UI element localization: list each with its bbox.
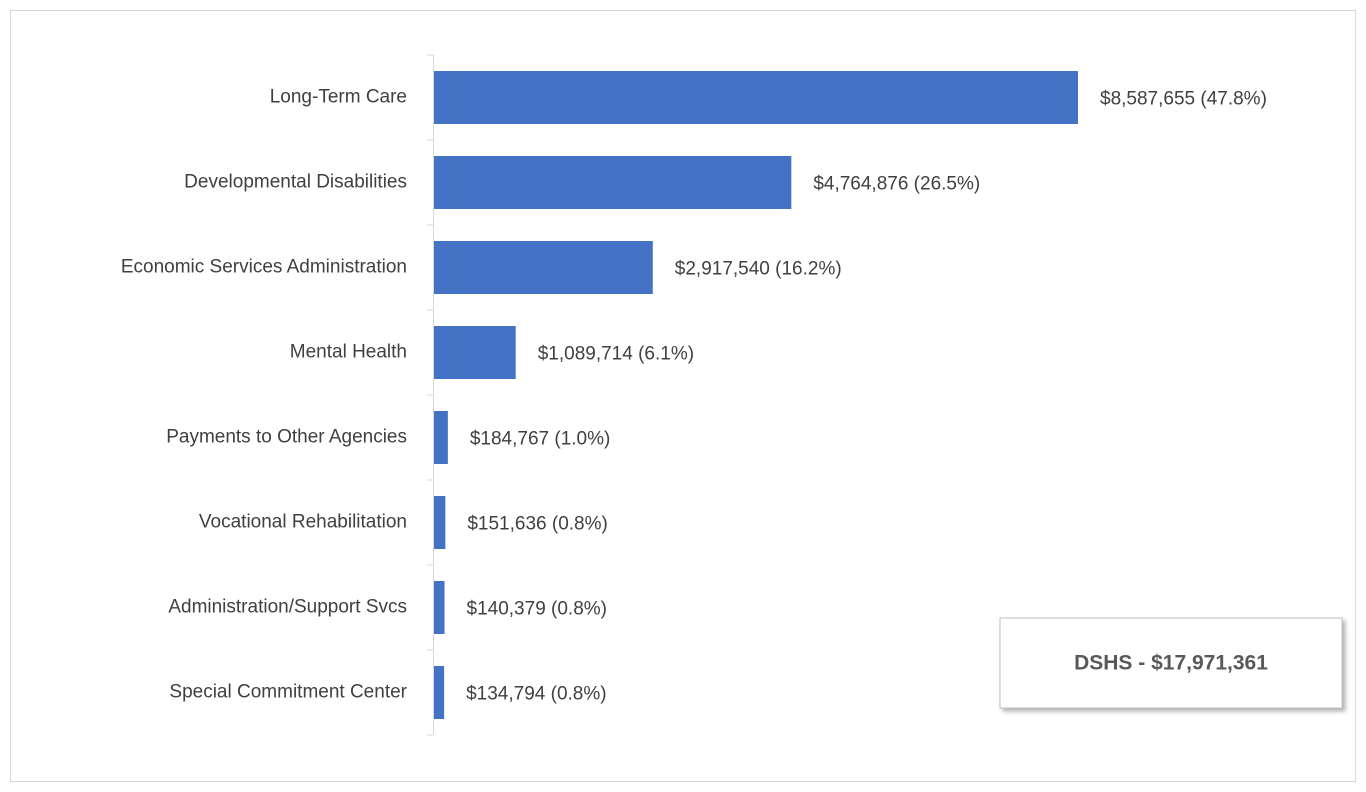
bar xyxy=(434,156,792,209)
bar xyxy=(434,326,516,379)
y-tick-label: Long-Term Care xyxy=(270,87,407,108)
y-tick-label: Economic Services Administration xyxy=(121,257,407,278)
data-label: $8,587,655 (47.8%) xyxy=(1100,89,1267,110)
y-tick-label: Vocational Rehabilitation xyxy=(199,512,407,533)
data-label: $1,089,714 (6.1%) xyxy=(538,344,694,365)
bar xyxy=(434,411,448,464)
data-label: $4,764,876 (26.5%) xyxy=(813,174,980,195)
data-label: $2,917,540 (16.2%) xyxy=(675,259,842,280)
y-tick-label: Developmental Disabilities xyxy=(184,172,407,193)
data-label: $184,767 (1.0%) xyxy=(470,429,611,450)
y-tick-label: Mental Health xyxy=(290,342,407,363)
y-tick-label: Payments to Other Agencies xyxy=(166,427,407,448)
bar xyxy=(434,581,445,634)
y-tick-label: Administration/Support Svcs xyxy=(168,597,407,618)
y-tick-label: Special Commitment Center xyxy=(169,682,407,703)
annotation-box xyxy=(999,617,1343,709)
bar xyxy=(434,71,1078,124)
bar xyxy=(434,666,445,719)
bar xyxy=(434,241,653,294)
annotation: DSHS - $17,971,361 xyxy=(1074,652,1268,675)
data-label: $140,379 (0.8%) xyxy=(467,599,608,620)
bar xyxy=(434,496,446,549)
data-label: $134,794 (0.8%) xyxy=(466,684,607,705)
data-label: $151,636 (0.8%) xyxy=(467,514,608,535)
